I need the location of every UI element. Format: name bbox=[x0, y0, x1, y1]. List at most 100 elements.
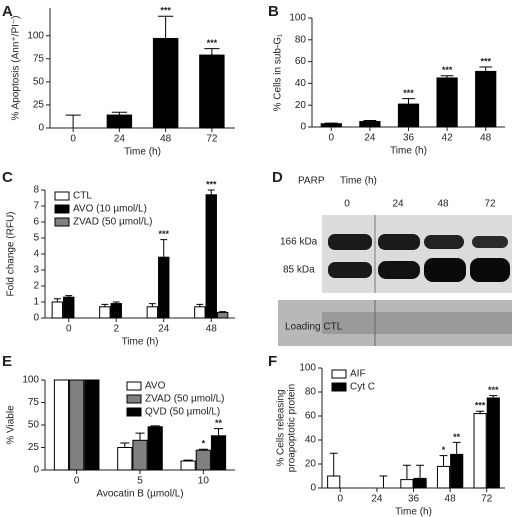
x-axis-label: Avocatin B (µmol/L) bbox=[96, 489, 183, 500]
error-bar bbox=[207, 189, 215, 195]
lane-label: 48 bbox=[437, 199, 449, 210]
bar bbox=[320, 123, 342, 128]
significance: * bbox=[202, 439, 206, 449]
significance: *** bbox=[207, 38, 218, 48]
lane-label: 72 bbox=[484, 199, 496, 210]
y-tick-label: 60 bbox=[295, 56, 307, 67]
error-bar bbox=[53, 298, 61, 302]
legend-label: CTL bbox=[73, 191, 92, 202]
legend-swatch bbox=[331, 382, 347, 392]
bar bbox=[194, 306, 206, 319]
legend-swatch bbox=[126, 381, 142, 391]
legend-label: AIF bbox=[350, 369, 366, 380]
y-tick-label: 6 bbox=[33, 217, 39, 228]
error-bar bbox=[476, 410, 485, 414]
legend-swatch bbox=[54, 217, 70, 227]
bar bbox=[473, 413, 487, 489]
x-tick-label: 24 bbox=[364, 133, 376, 144]
x-tick-label: 2 bbox=[113, 324, 119, 335]
error-bar bbox=[111, 111, 128, 116]
blot-band bbox=[470, 258, 510, 282]
y-tick-label: 75 bbox=[28, 397, 40, 408]
significance: *** bbox=[442, 65, 453, 75]
x-tick-label: 48 bbox=[445, 494, 457, 505]
error-bar bbox=[219, 311, 227, 313]
bar bbox=[359, 121, 381, 128]
error-bar bbox=[402, 464, 411, 480]
marker-label: 166 kDa bbox=[280, 237, 318, 248]
legend-label: ZVAD (50 µmol/L) bbox=[73, 217, 152, 228]
panel-letter: F bbox=[268, 353, 277, 370]
error-bar bbox=[157, 15, 174, 39]
bar bbox=[69, 379, 85, 471]
error-bar bbox=[65, 114, 81, 128]
x-tick-label: 0 bbox=[74, 476, 80, 487]
blot-band bbox=[472, 236, 508, 248]
legend-swatch bbox=[54, 204, 70, 214]
x-tick-label: 36 bbox=[403, 133, 415, 144]
bar bbox=[132, 439, 148, 471]
y-tick-label: 80 bbox=[305, 387, 317, 398]
y-tick-label: 20 bbox=[305, 459, 317, 470]
x-tick-label: 72 bbox=[481, 494, 493, 505]
bar bbox=[158, 256, 170, 319]
legend-swatch bbox=[331, 369, 347, 379]
bar bbox=[53, 379, 70, 471]
bar bbox=[400, 479, 414, 489]
blot-band bbox=[378, 234, 420, 250]
bar bbox=[475, 70, 497, 128]
y-tick-label: 5 bbox=[33, 233, 39, 244]
legend-label: AVO bbox=[145, 381, 166, 392]
error-bar bbox=[479, 66, 493, 72]
significance: ** bbox=[453, 432, 461, 442]
bar bbox=[117, 447, 133, 471]
significance: *** bbox=[480, 56, 491, 66]
y-tick-label: 0 bbox=[300, 122, 306, 133]
y-tick-label: 40 bbox=[295, 78, 307, 89]
error-bar bbox=[402, 98, 415, 105]
y-tick-label: 0 bbox=[33, 465, 39, 476]
lane-label: 24 bbox=[392, 199, 404, 210]
error-bar bbox=[363, 119, 377, 122]
protein-label: PARP bbox=[298, 176, 325, 187]
y-tick-label: 0 bbox=[33, 313, 39, 324]
bar bbox=[486, 397, 500, 489]
legend-swatch bbox=[126, 394, 142, 404]
significance: *** bbox=[475, 401, 486, 411]
blot-band bbox=[424, 235, 464, 249]
loading-band bbox=[322, 312, 512, 334]
y-tick-label: 8 bbox=[33, 185, 39, 196]
bar bbox=[327, 475, 341, 489]
bar bbox=[106, 114, 133, 129]
significance: *** bbox=[206, 179, 217, 189]
error-bar bbox=[489, 395, 498, 398]
y-tick-label: 7 bbox=[33, 201, 39, 212]
error-bar bbox=[452, 441, 461, 455]
bar bbox=[216, 311, 229, 319]
bar bbox=[147, 426, 163, 471]
error-bar bbox=[135, 432, 145, 441]
y-tick-label: 100 bbox=[27, 30, 44, 41]
y-tick-label: 0 bbox=[38, 123, 44, 134]
y-tick-label: 100 bbox=[289, 13, 306, 24]
bar bbox=[180, 460, 196, 471]
panel-letter: D bbox=[272, 169, 283, 186]
error-bar bbox=[65, 295, 73, 298]
error-bar bbox=[120, 442, 130, 448]
lane-label: 0 bbox=[344, 199, 350, 210]
bar bbox=[450, 453, 464, 489]
x-tick-label: 48 bbox=[206, 324, 218, 335]
legend-swatch bbox=[126, 407, 142, 417]
legend-swatch bbox=[54, 191, 70, 201]
bar bbox=[146, 306, 159, 319]
time-label: Time (h) bbox=[340, 176, 377, 187]
significance: *** bbox=[488, 385, 499, 395]
bar bbox=[205, 194, 217, 319]
legend-label: Cyt C bbox=[350, 382, 375, 393]
y-tick-label: 1 bbox=[33, 297, 39, 308]
error-bar bbox=[183, 459, 193, 461]
significance: *** bbox=[403, 88, 414, 98]
y-axis-label: % Cells releasing bbox=[276, 389, 287, 466]
y-tick-label: 0 bbox=[310, 483, 316, 494]
bar bbox=[51, 301, 64, 319]
